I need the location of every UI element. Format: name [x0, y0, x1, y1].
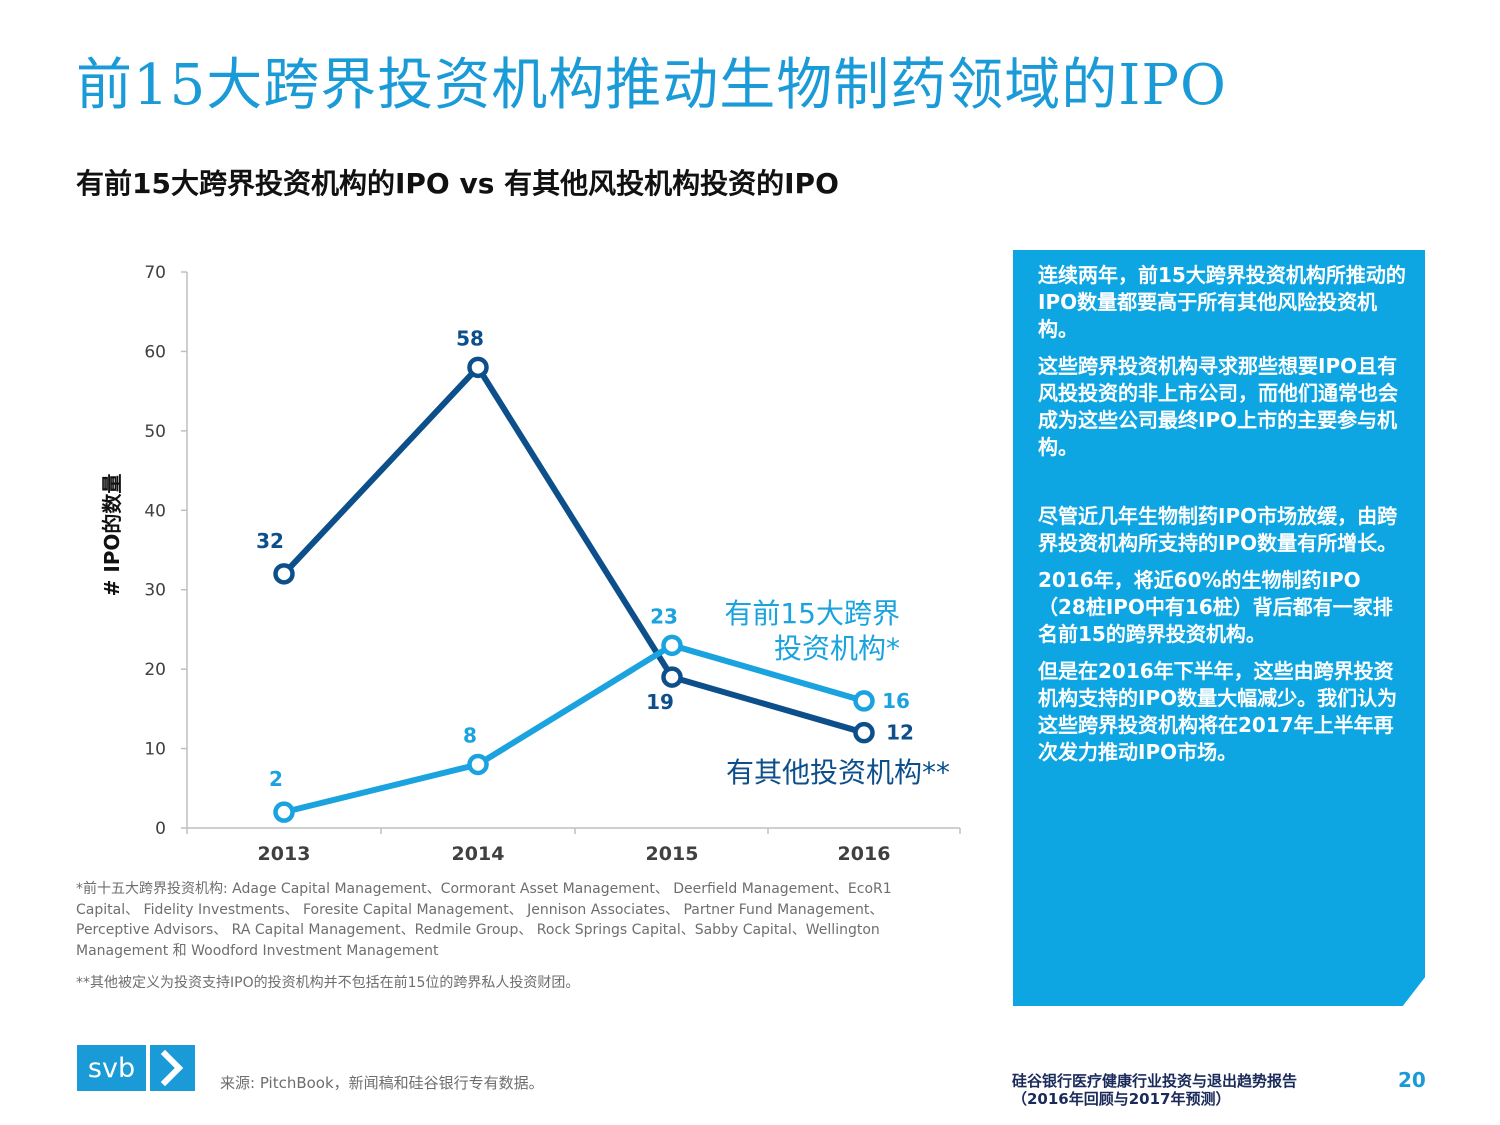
chevron-right-icon [150, 1045, 195, 1091]
x-tick-label: 2014 [452, 843, 505, 865]
y-tick-label: 30 [144, 581, 166, 601]
data-label-other: 19 [646, 690, 674, 714]
footnote-top15: *前十五大跨界投资机构: Adage Capital Management、Co… [76, 881, 892, 959]
data-point-other [661, 666, 683, 688]
y-tick-label: 40 [144, 501, 166, 521]
data-label-other: 32 [256, 529, 284, 553]
page-title: 前15大跨界投资机构推动生物制药领域的IPO [76, 53, 1227, 118]
report-title-line-1: 硅谷银行医疗健康行业投资与退出趋势报告 [1012, 1072, 1298, 1090]
data-point-top15 [273, 801, 295, 823]
y-tick-label: 10 [144, 740, 166, 760]
y-tick-label: 60 [144, 342, 166, 362]
insight-paragraph-2: 这些跨界投资机构寻求那些想要IPO且有风投投资的非上市公司，而他们通常也会成为这… [1038, 354, 1398, 459]
data-label-top15: 23 [650, 604, 678, 628]
legend-other: 有其他投资机构** [726, 756, 950, 789]
insight-paragraph-3: 尽管近几年生物制药IPO市场放缓，由跨界投资机构所支持的IPO数量有所增长。 [1038, 504, 1398, 555]
series-line-top15 [283, 642, 865, 816]
y-tick-label: 0 [155, 819, 166, 839]
chart-subtitle: 有前15大跨界投资机构的IPO vs 有其他风投机构投资的IPO [76, 167, 839, 200]
data-point-top15 [853, 690, 875, 712]
x-tick-label: 2013 [258, 843, 311, 865]
report-title: 硅谷银行医疗健康行业投资与退出趋势报告 （2016年回顾与2017年预测） [1012, 1072, 1297, 1108]
y-axis-title: # IPO的数量 [100, 474, 124, 597]
x-tick-label: 2016 [838, 843, 891, 865]
data-point-top15 [467, 753, 489, 776]
y-tick-label: 20 [144, 660, 166, 680]
data-point-other [273, 563, 295, 585]
data-point-top15 [661, 634, 683, 657]
insight-panel: 连续两年，前15大跨界投资机构所推动的IPO数量都要高于所有其他风险投资机构。 … [1013, 250, 1425, 1006]
data-label-other: 58 [456, 326, 484, 350]
legend-top15-line-1: 有前15大跨界 [724, 597, 900, 630]
data-point-other [853, 721, 875, 744]
svb-logo-text: svb [77, 1045, 146, 1091]
footnotes: *前十五大跨界投资机构: Adage Capital Management、Co… [76, 879, 926, 1006]
data-point-other [467, 356, 489, 379]
insight-paragraph-4: 2016年，将近60%的生物制药IPO（28桩IPO中有16桩）背后都有一家排名… [1038, 568, 1393, 646]
data-label-top15: 2 [269, 767, 283, 791]
series-line-other [281, 364, 865, 736]
report-title-line-2: （2016年回顾与2017年预测） [1012, 1090, 1231, 1108]
insight-paragraph-1: 连续两年，前15大跨界投资机构所推动的IPO数量都要高于所有其他风险投资机构。 [1038, 263, 1406, 341]
svb-logo: svb [77, 1045, 195, 1091]
legend-top15-line-2: 投资机构* [774, 632, 900, 665]
data-label-other: 12 [886, 721, 914, 745]
page-number: 20 [1398, 1068, 1426, 1092]
y-tick-label: 70 [144, 263, 166, 283]
insight-paragraph-5: 但是在2016年下半年，这些由跨界投资机构支持的IPO数量大幅减少。我们认为这些… [1038, 659, 1398, 764]
data-label-top15: 8 [463, 723, 477, 747]
source-note: 来源: PitchBook，新闻稿和硅谷银行专有数据。 [220, 1074, 544, 1092]
footnote-others: **其他被定义为投资支持IPO的投资机构并不包括在前15位的跨界私人投资财团。 [76, 975, 580, 991]
y-tick-label: 50 [144, 422, 166, 442]
data-label-top15: 16 [882, 689, 910, 713]
x-tick-label: 2015 [646, 843, 699, 865]
